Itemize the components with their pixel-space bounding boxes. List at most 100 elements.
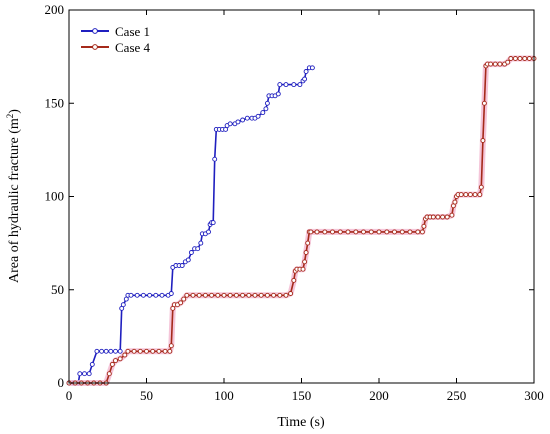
- data-point-case-4: [526, 56, 532, 61]
- data-point-case-4: [288, 291, 294, 296]
- series-line-case-4: [69, 57, 534, 384]
- data-point-case-1: [264, 100, 270, 106]
- data-point-case-4: [264, 292, 270, 298]
- x-axis: 0 50 100 150 200 250 300: [66, 10, 544, 403]
- data-point-case-4: [478, 184, 484, 190]
- data-point-case-4: [202, 292, 208, 298]
- x-tick-label: 250: [447, 388, 467, 403]
- data-point-case-4: [392, 229, 397, 235]
- data-point-case-4: [305, 240, 311, 246]
- data-point-case-4: [421, 223, 427, 229]
- data-point-case-4: [517, 56, 523, 61]
- data-point-case-4: [376, 229, 382, 235]
- data-point-case-1: [206, 229, 211, 235]
- y-tick-label: 150: [45, 95, 65, 110]
- data-point-case-1: [303, 69, 309, 74]
- data-point-case-4: [472, 192, 478, 198]
- data-point-case-4: [458, 192, 464, 198]
- legend-label-case-4: Case 4: [115, 40, 151, 55]
- data-point-case-1: [134, 292, 140, 298]
- data-point-case-1: [86, 371, 92, 377]
- data-point-case-4: [452, 199, 458, 205]
- series-glow-case-4: [69, 55, 534, 386]
- data-point-case-4: [233, 292, 239, 298]
- data-point-case-4: [361, 229, 366, 235]
- data-point-case-1: [195, 246, 201, 252]
- data-point-case-4: [508, 56, 514, 61]
- x-tick-label: 300: [524, 388, 544, 403]
- data-point-case-4: [522, 56, 528, 61]
- data-point-case-4: [467, 192, 473, 198]
- data-point-case-1: [140, 292, 146, 298]
- data-point-case-4: [492, 61, 498, 67]
- data-point-case-4: [150, 348, 156, 354]
- data-point-case-1: [291, 82, 297, 88]
- data-point-case-4: [106, 371, 112, 377]
- data-point-case-4: [221, 292, 227, 298]
- y-tick-label: 100: [45, 189, 65, 204]
- data-point-case-4: [481, 100, 487, 106]
- data-point-case-1: [302, 76, 308, 82]
- data-point-case-4: [345, 229, 351, 235]
- data-point-case-1: [297, 82, 303, 88]
- data-point-case-1: [263, 106, 269, 112]
- data-point-case-4: [308, 229, 314, 235]
- data-point-case-4: [430, 214, 436, 220]
- data-point-case-1: [103, 348, 109, 354]
- data-point-case-4: [156, 348, 162, 354]
- data-point-case-4: [480, 138, 486, 143]
- y-tick-label: 200: [45, 2, 65, 17]
- data-point-case-4: [497, 61, 503, 67]
- data-point-case-1: [188, 250, 194, 255]
- data-point-case-4: [444, 214, 450, 220]
- data-point-case-4: [435, 214, 441, 220]
- data-point-case-4: [137, 348, 143, 354]
- data-point-case-1: [227, 121, 233, 127]
- data-point-case-1: [108, 348, 114, 354]
- data-point-case-1: [240, 117, 246, 123]
- legend-item-case-4: Case 4: [81, 40, 151, 55]
- x-tick-label: 200: [369, 388, 389, 403]
- data-point-case-1: [283, 82, 289, 88]
- data-point-case-4: [353, 229, 359, 235]
- data-point-case-1: [147, 292, 153, 298]
- data-point-case-4: [227, 292, 233, 298]
- data-point-case-4: [184, 292, 190, 298]
- data-point-case-4: [399, 229, 405, 235]
- data-point-case-4: [407, 229, 413, 235]
- data-point-case-1: [77, 371, 83, 377]
- data-point-case-1: [255, 113, 261, 119]
- y-tick-label: 0: [58, 375, 65, 390]
- legend-label-case-1: Case 1: [115, 24, 150, 39]
- data-point-case-1: [275, 91, 281, 97]
- data-point-case-1: [185, 257, 191, 263]
- data-point-case-4: [252, 292, 258, 298]
- data-point-case-1: [117, 348, 123, 354]
- legend-item-case-1: Case 1: [81, 24, 150, 39]
- data-point-case-4: [291, 277, 297, 283]
- data-point-case-4: [477, 192, 483, 198]
- data-point-case-4: [512, 56, 518, 61]
- x-tick-label: 0: [66, 388, 73, 403]
- data-point-case-1: [212, 156, 218, 162]
- data-point-case-1: [244, 115, 250, 121]
- data-point-case-1: [179, 263, 185, 268]
- x-axis-title: Time (s): [277, 415, 325, 430]
- data-point-case-1: [309, 65, 315, 71]
- data-point-case-4: [246, 292, 252, 298]
- plot-series: [66, 55, 537, 386]
- data-point-case-4: [181, 296, 187, 302]
- data-point-case-4: [440, 214, 446, 220]
- data-point-case-1: [94, 348, 100, 354]
- data-point-case-4: [125, 348, 131, 354]
- data-point-case-4: [303, 250, 309, 255]
- data-point-case-4: [240, 292, 246, 298]
- data-point-case-4: [283, 292, 289, 298]
- data-point-case-1: [235, 119, 241, 125]
- data-point-case-4: [271, 292, 277, 298]
- data-point-case-4: [384, 229, 390, 235]
- data-point-case-1: [260, 110, 266, 116]
- data-point-case-4: [277, 292, 283, 298]
- data-point-case-4: [368, 229, 374, 235]
